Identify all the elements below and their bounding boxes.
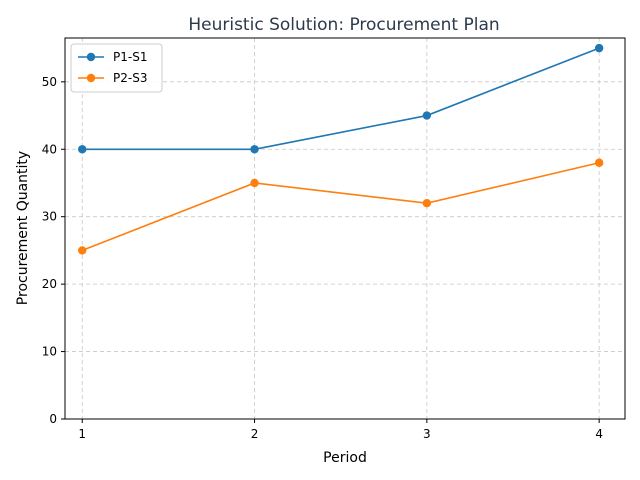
x-tick-label: 2 xyxy=(251,427,259,441)
legend-label: P1-S1 xyxy=(113,50,147,64)
grid xyxy=(65,38,625,420)
x-tick-label: 3 xyxy=(423,427,431,441)
legend: P1-S1 P2-S3 xyxy=(70,43,163,93)
data-point xyxy=(78,246,87,255)
data-point xyxy=(422,199,432,208)
y-tick-label: 0 xyxy=(49,412,57,426)
data-point xyxy=(594,43,604,53)
y-tick-label: 20 xyxy=(42,277,57,291)
plot-frame xyxy=(64,37,626,420)
data-point xyxy=(78,145,87,154)
x-tick-label: 4 xyxy=(595,427,603,441)
y-tick-label: 30 xyxy=(42,210,57,224)
series-layer xyxy=(78,43,604,255)
x-axis-label: Period xyxy=(323,450,367,466)
data-point xyxy=(250,145,259,154)
legend-label: P2-S3 xyxy=(113,71,147,85)
y-tick-label: 10 xyxy=(42,345,57,359)
legend-marker xyxy=(86,52,96,62)
series-line-1 xyxy=(81,161,600,252)
y-tick-label: 50 xyxy=(42,75,57,89)
y-tick-label: 40 xyxy=(42,142,57,156)
data-point xyxy=(594,158,604,167)
series-line-0 xyxy=(82,47,600,151)
x-tick-label: 1 xyxy=(78,427,86,441)
data-point xyxy=(250,178,259,188)
legend-marker xyxy=(86,73,96,83)
data-point xyxy=(422,111,432,120)
chart-title: Heuristic Solution: Procurement Plan xyxy=(188,15,499,35)
y-axis-label: Procurement Quantity xyxy=(15,151,31,305)
